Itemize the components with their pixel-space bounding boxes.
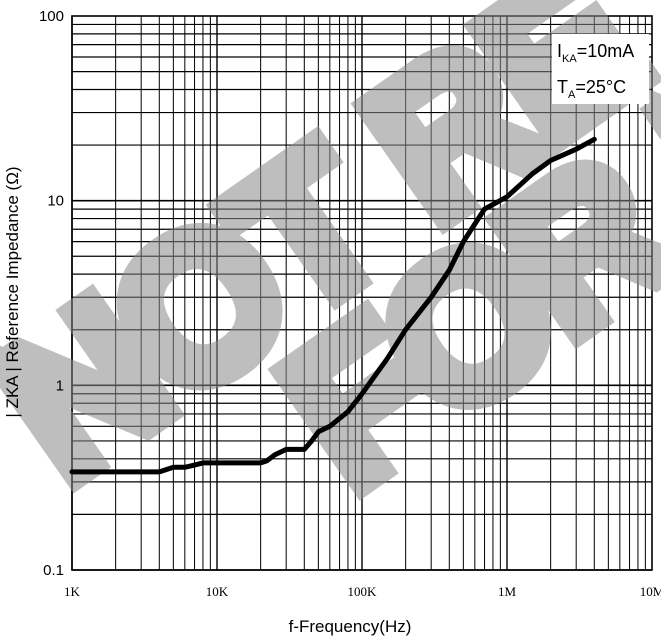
series-line	[69, 136, 597, 475]
plot-frame	[71, 15, 653, 571]
tick-labels: 0.1 1 10 100 1K 10K 100K 1M 10M	[39, 8, 661, 599]
legend-box	[552, 34, 649, 104]
legend: IKA=10mA TA=25°C	[552, 34, 649, 104]
legend-temperature: TA=25°C	[557, 77, 626, 101]
y-tick-label: 0.1	[43, 562, 64, 579]
x-tick-label: 100K	[348, 584, 378, 599]
series-layer	[69, 136, 597, 475]
x-tick-label: 1K	[64, 584, 81, 599]
y-tick-label: 10	[47, 193, 64, 210]
x-axis-label: f-Frequency(Hz)	[289, 617, 412, 636]
x-tick-label: 10M	[640, 584, 661, 599]
grid	[71, 15, 653, 571]
x-tick-label: 1M	[498, 584, 517, 599]
legend-current: IKA=10mA	[557, 41, 634, 65]
y-tick-label: 100	[39, 8, 64, 25]
y-axis-label: | ZKA | Reference Impedance (Ω)	[3, 166, 22, 417]
x-tick-label: 10K	[206, 584, 229, 599]
y-tick-label: 1	[56, 377, 64, 394]
